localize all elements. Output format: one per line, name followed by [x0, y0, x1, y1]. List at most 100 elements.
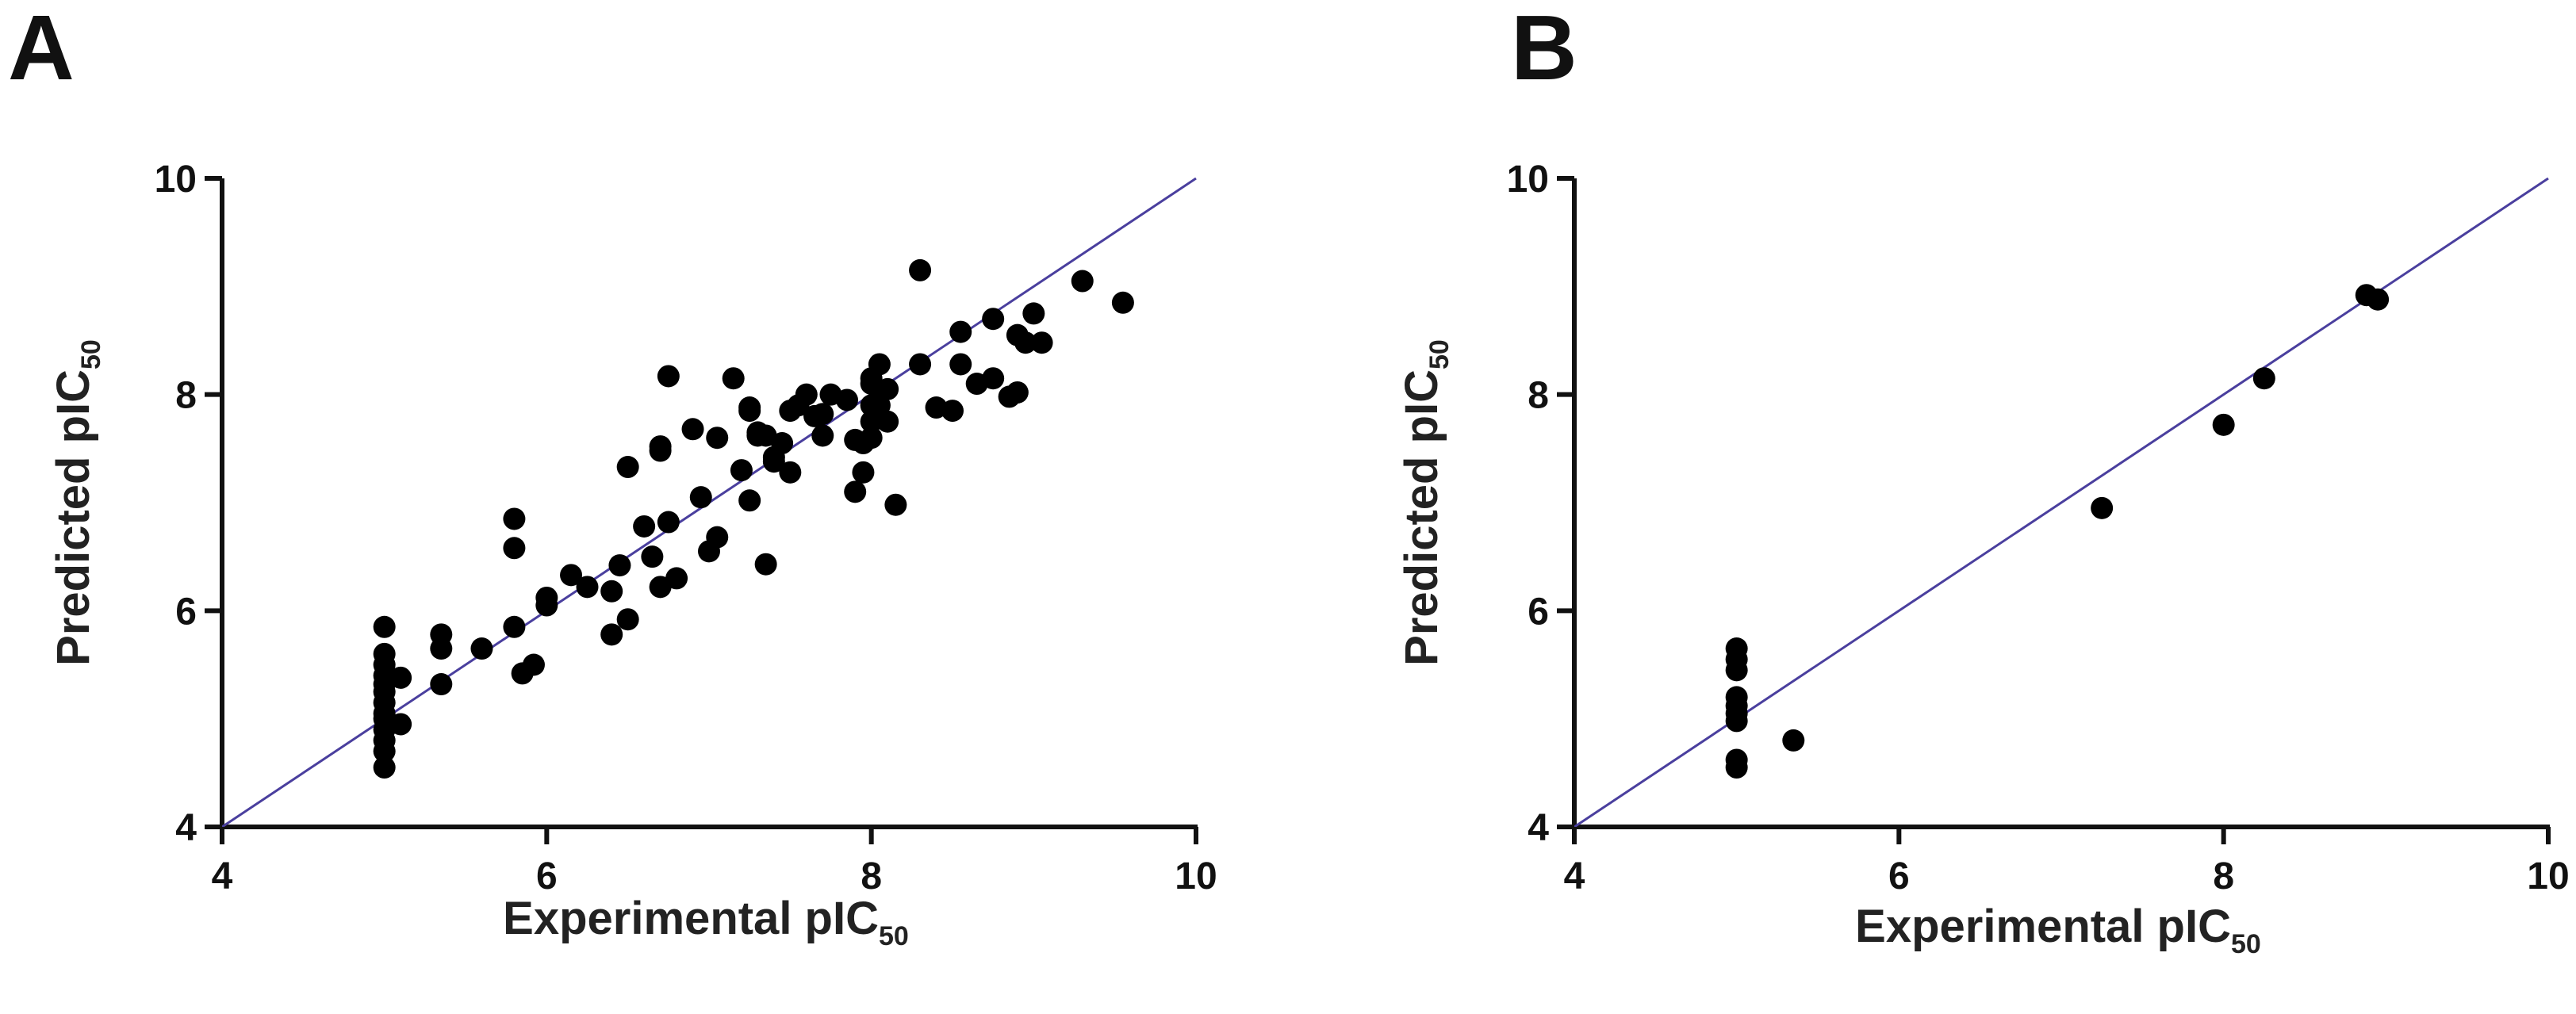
panel-a-data-point — [600, 580, 623, 603]
panel-a-data-point — [373, 642, 396, 665]
panel-a-data-point — [430, 673, 453, 696]
panel-b-x-tick-label: 4 — [1564, 855, 1585, 897]
panel-a-x-tick-label: 10 — [1175, 855, 1217, 897]
panel-a-data-point — [941, 400, 964, 423]
panel-a-data-point — [689, 486, 712, 509]
panel-a-y-tick-label: 10 — [155, 159, 197, 201]
panel-a-x-title-text: Experimental pIC — [503, 893, 879, 944]
panel-a-data-point — [1006, 381, 1029, 404]
panel-a-y-tick-label: 6 — [175, 591, 197, 633]
panel-a-y-title-text: Predicted pIC — [48, 369, 99, 666]
panel-b-y-title-sub: 50 — [1424, 339, 1455, 369]
panel-a-data-point — [616, 608, 639, 631]
panel-a-data-point — [503, 507, 526, 530]
panel-a-data-point — [811, 424, 834, 447]
panel-b-y-tick-label: 8 — [1528, 375, 1549, 417]
panel-a-data-point — [681, 418, 704, 441]
panel-b-label: B — [1511, 0, 1577, 99]
panel-b-y-tick-label: 6 — [1528, 591, 1549, 633]
panel-a-data-point — [649, 576, 672, 599]
panel-a-data-point — [982, 367, 1005, 390]
panel-a-data-point — [876, 377, 899, 400]
panel-a-data-point — [616, 456, 639, 479]
panel-a-data-point — [470, 637, 493, 660]
panel-b-x-tick-label: 8 — [2213, 855, 2234, 897]
panel-b-x-tick-label: 6 — [1888, 855, 1910, 897]
panel-b-y-tick-label: 10 — [1507, 159, 1549, 201]
panel-a-data-point — [576, 576, 599, 599]
panel-b-data-point — [2367, 288, 2390, 311]
panel-a-data-point — [722, 367, 745, 390]
panel-a-x-tick-label: 8 — [861, 855, 882, 897]
panel-a-data-point — [730, 459, 753, 482]
panel-b-data-point — [1725, 686, 1748, 709]
panel-a-data-point — [884, 493, 907, 516]
panel-a-data-point — [373, 615, 396, 638]
panel-a-data-point — [389, 713, 412, 736]
panel-a-data-point — [633, 515, 656, 538]
panel-a-y-tick-label: 8 — [175, 375, 197, 417]
panel-b-x-tick-label: 10 — [2527, 855, 2569, 897]
panel-a-x-title-sub: 50 — [879, 921, 909, 951]
panel-a-x-tick-label: 6 — [536, 855, 558, 897]
panel-a-data-point — [779, 461, 802, 484]
panel-b-x-title-sub: 50 — [2231, 929, 2261, 959]
panel-a-y-title-sub: 50 — [76, 339, 106, 369]
panel-a-data-point — [535, 586, 558, 609]
panel-a-label: A — [8, 0, 75, 99]
panel-a-data-point — [1022, 302, 1045, 325]
panel-a-data-point — [389, 666, 412, 689]
panel-a-data-point — [641, 545, 664, 568]
panel-a-data-point — [1030, 331, 1053, 354]
panel-b-data-point — [1725, 637, 1748, 660]
panel-a-data-point — [844, 480, 867, 503]
panel-a-marks: 4 6 8 10 4 6 8 10 — [155, 159, 1217, 897]
panel-b-identity-line — [1574, 177, 2549, 828]
panel-a-data-point — [503, 615, 526, 638]
panel-b-data-point — [1725, 748, 1748, 771]
panel-b-data-point — [1782, 729, 1805, 752]
panel-a-data-point — [373, 756, 396, 779]
panel-a-data-point — [835, 388, 858, 411]
panel-a-data-point — [982, 308, 1005, 331]
panel-a-y-tick-label: 4 — [175, 807, 197, 849]
panel-a-data-point — [754, 553, 777, 576]
panel-b-y-title: Predicted pIC50 — [1396, 339, 1455, 666]
panel-a-data-point — [657, 365, 680, 388]
panel-b-x-title-text: Experimental pIC — [1855, 901, 2231, 952]
panel-b-x-title: Experimental pIC50 — [1855, 901, 2261, 959]
panel-a-data-point — [608, 554, 631, 577]
panel-a-data-point — [738, 489, 761, 512]
panel-a-data-point — [1071, 270, 1094, 293]
panel-a-data-point — [949, 320, 972, 343]
panel-b-data-point — [2252, 367, 2275, 390]
panel-a-data-point — [771, 432, 794, 455]
panel-a-data-point — [860, 427, 883, 450]
panel-b-data-point — [2091, 496, 2114, 519]
panel-b-marks: 4 6 8 10 4 6 8 10 — [1507, 159, 2570, 897]
panel-a-data-point — [430, 623, 453, 646]
panel-a-x-tick-label: 4 — [212, 855, 233, 897]
panel-a-data-point — [522, 653, 545, 676]
panel-a-data-point — [811, 403, 834, 426]
panel-b-data-point — [2212, 413, 2235, 436]
panel-a-data-point — [503, 537, 526, 560]
panel-a-data-point — [762, 450, 785, 473]
panel-a-data-point — [1111, 291, 1134, 314]
panel-a-data-point — [876, 410, 899, 433]
panel-b-y-title-text: Predicted pIC — [1396, 369, 1447, 666]
panel-a-data-point — [706, 427, 729, 450]
panel-a-data-point — [795, 383, 818, 406]
panel-a-data-point — [868, 353, 891, 376]
panel-a-data-point — [600, 623, 623, 646]
panel-a-data-point — [1014, 331, 1037, 354]
panel-a-data-point — [852, 461, 875, 484]
panel-a-data-point — [649, 435, 672, 458]
panel-a-data-point — [665, 567, 688, 590]
panel-a-data-point — [949, 353, 972, 376]
panel-a-data-point — [560, 564, 583, 587]
panel-b-y-tick-label: 4 — [1528, 807, 1549, 849]
